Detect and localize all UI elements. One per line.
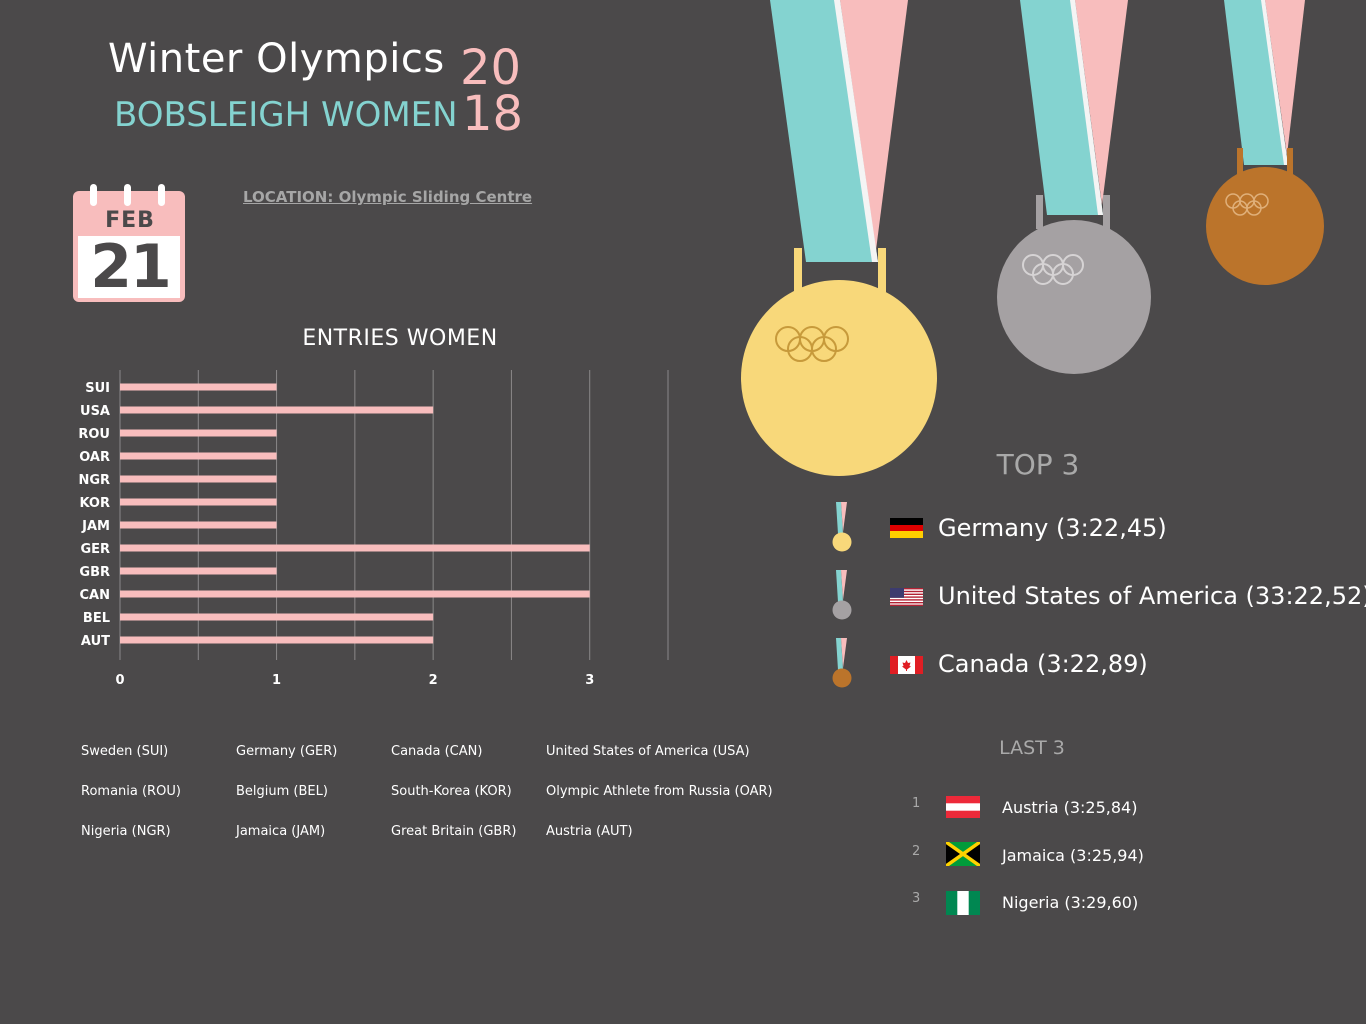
calendar-day: 21	[90, 232, 172, 302]
category-label: GER	[80, 542, 110, 557]
bar	[120, 475, 277, 483]
top3-row-gold: Germany (3:22,45)	[826, 498, 1346, 558]
chart-title: ENTRIES WOMEN	[302, 326, 498, 351]
calendar-month: FEB	[105, 208, 155, 233]
last3-rank: 2	[912, 844, 921, 859]
x-tick-label: 3	[585, 673, 594, 688]
bar	[120, 383, 277, 391]
bar	[120, 498, 277, 506]
legend-item: Sweden (SUI)	[81, 744, 169, 759]
last3-row: 1 Austria (3:25,84)	[912, 790, 1212, 830]
legend-item: Olympic Athlete from Russia (OAR)	[546, 784, 773, 799]
bar	[120, 544, 590, 552]
legend-item: Nigeria (NGR)	[81, 824, 171, 839]
last3-title: LAST 3	[999, 737, 1065, 759]
page-title: Winter Olympics	[108, 36, 445, 82]
last3-row: 3 Nigeria (3:29,60)	[912, 885, 1212, 925]
legend-item: Austria (AUT)	[546, 824, 633, 839]
category-label: GBR	[79, 565, 110, 580]
legend-item: Great Britain (GBR)	[391, 824, 517, 839]
top3-title: TOP 3	[996, 448, 1080, 481]
bronze-medal-icon	[832, 638, 852, 688]
top3-name: Canada (3:22,89)	[938, 650, 1148, 678]
nigeria-flag-icon	[946, 891, 980, 915]
silver-medal-icon	[832, 570, 852, 620]
legend-item: Romania (ROU)	[81, 784, 181, 799]
location-label: LOCATION: Olympic Sliding Centre	[243, 188, 533, 206]
year-part-1: 20	[460, 40, 522, 96]
silver-medal-icon	[997, 0, 1151, 374]
top3-row-silver: United States of America (33:22,52)	[826, 566, 1366, 626]
bar	[120, 452, 277, 460]
entries-bar-chart: SUI USA ROU OAR NGR KOR JAM GER GBR CAN BEL AUT 0 1 2 3	[78, 370, 669, 688]
bar	[120, 613, 434, 621]
category-label: OAR	[79, 450, 110, 465]
calendar-icon	[73, 184, 185, 302]
page-subtitle: BOBSLEIGH WOMEN	[114, 95, 458, 135]
category-label: SUI	[85, 381, 110, 396]
usa-flag-icon	[890, 588, 923, 606]
x-tick-label: 2	[429, 673, 438, 688]
last3-name: Austria (3:25,84)	[1002, 798, 1138, 817]
last3-rank: 1	[912, 796, 921, 811]
legend-item: Belgium (BEL)	[236, 784, 328, 799]
bronze-medal-icon	[1206, 0, 1324, 285]
legend-item: United States of America (USA)	[546, 744, 750, 759]
germany-flag-icon	[890, 518, 923, 538]
last3-name: Nigeria (3:29,60)	[1002, 893, 1139, 912]
bar	[120, 567, 277, 575]
bar	[120, 521, 277, 529]
legend-item: Canada (CAN)	[391, 744, 483, 759]
top3-name: Germany (3:22,45)	[938, 514, 1167, 542]
category-label: AUT	[81, 634, 110, 649]
last3-rank: 3	[912, 891, 921, 906]
gold-medal-icon	[741, 0, 937, 476]
gold-medal-icon	[832, 502, 852, 552]
bar	[120, 429, 277, 437]
category-label: CAN	[80, 588, 110, 603]
bar	[120, 406, 434, 414]
legend-item: South-Korea (KOR)	[391, 784, 512, 799]
category-label: ROU	[78, 427, 110, 442]
top3-row-bronze: Canada (3:22,89)	[826, 634, 1346, 694]
category-label: KOR	[79, 496, 110, 511]
legend-item: Jamaica (JAM)	[236, 824, 326, 839]
bar	[120, 590, 590, 598]
category-label: USA	[80, 404, 110, 419]
canada-flag-icon	[890, 656, 923, 674]
x-tick-label: 1	[272, 673, 281, 688]
category-label: JAM	[81, 519, 110, 534]
legend-item: Germany (GER)	[236, 744, 338, 759]
austria-flag-icon	[946, 796, 980, 818]
top3-name: United States of America (33:22,52)	[938, 582, 1366, 610]
bar	[120, 636, 434, 644]
medals-illustration	[741, 0, 1324, 476]
last3-name: Jamaica (3:25,94)	[1002, 846, 1144, 865]
x-tick-label: 0	[115, 673, 124, 688]
year-part-2: 18	[462, 86, 524, 142]
category-label: NGR	[78, 473, 110, 488]
category-label: BEL	[83, 611, 110, 626]
jamaica-flag-icon	[946, 842, 980, 866]
last3-row: 2 Jamaica (3:25,94)	[912, 838, 1212, 878]
